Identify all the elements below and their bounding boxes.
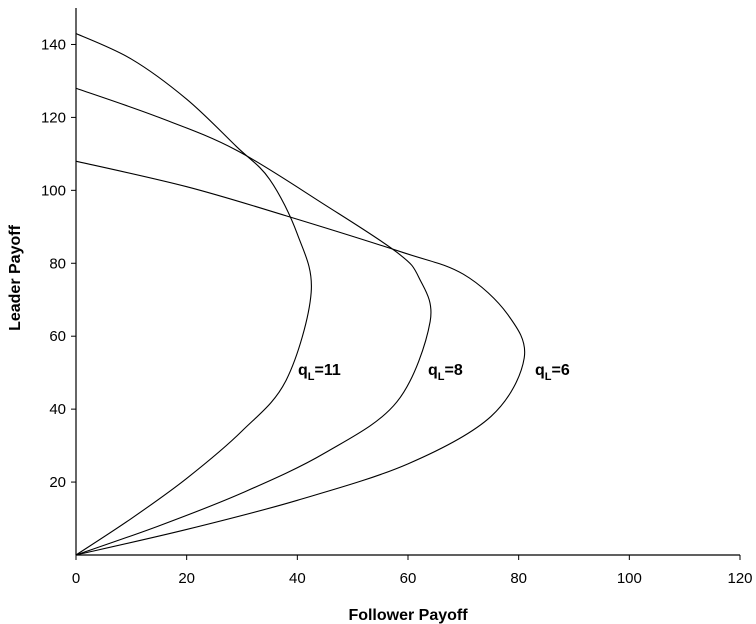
x-tick-label: 60 <box>400 570 417 587</box>
y-tick-label: 20 <box>49 474 66 491</box>
x-tick-label: 100 <box>617 570 642 587</box>
label-ql-11: qL=11 <box>298 362 341 383</box>
label-ql-6: qL=6 <box>535 362 570 383</box>
y-axis-title: Leader Payoff <box>7 224 24 330</box>
y-tick-label: 120 <box>41 109 66 126</box>
x-tick-label: 40 <box>289 570 306 587</box>
label-ql-8: qL=8 <box>428 362 463 383</box>
x-axis-title: Follower Payoff <box>348 607 468 624</box>
y-tick-label: 100 <box>41 182 66 199</box>
y-tick-label: 60 <box>49 328 66 345</box>
curves <box>75 33 526 556</box>
x-tick-label: 20 <box>178 570 195 587</box>
series-ql-8-line <box>75 87 432 556</box>
x-tick-label: 0 <box>72 570 80 587</box>
y-tick-label: 140 <box>41 36 66 53</box>
curve-labels: qL=11 qL=8 qL=6 <box>298 362 570 383</box>
axes: 0 20 40 60 80 100 120 20 40 60 80 100 120 140 <box>41 8 753 587</box>
y-tick-label: 40 <box>49 401 66 418</box>
x-tick-label: 120 <box>727 570 752 587</box>
series-ql-6-line <box>75 160 526 556</box>
y-tick-label: 80 <box>49 255 66 272</box>
series-ql-11-line <box>75 33 312 556</box>
x-tick-label: 80 <box>510 570 527 587</box>
